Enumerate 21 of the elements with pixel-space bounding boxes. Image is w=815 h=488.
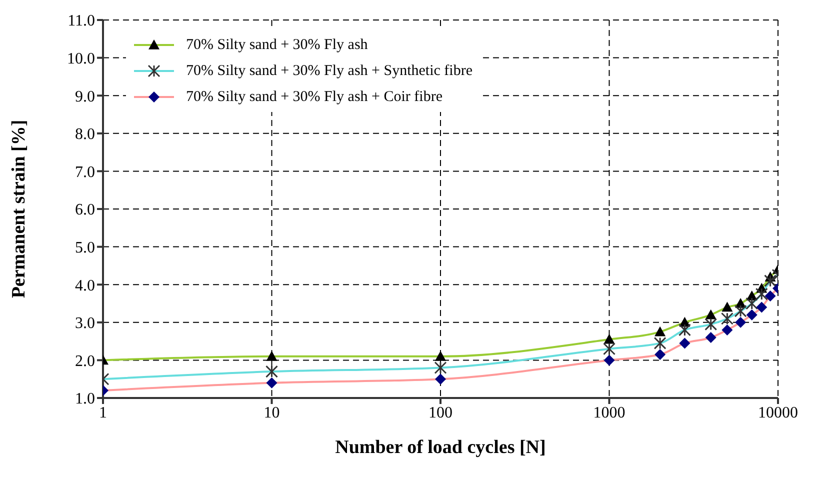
x-tick-label: 100 <box>428 404 452 422</box>
x-tick-label: 10000 <box>758 404 798 422</box>
y-tick-label: 4.0 <box>75 277 95 294</box>
y-tick-label: 11.0 <box>68 12 95 30</box>
x-tick-label: 1000 <box>593 404 626 422</box>
y-tick-label: 2.0 <box>75 352 95 370</box>
legend-label: 70% Silty sand + 30% Fly ash + Coir fibre <box>186 88 442 106</box>
y-tick-label: 9.0 <box>75 88 95 106</box>
y-tick-label: 8.0 <box>75 126 95 144</box>
y-tick-label: 6.0 <box>75 202 95 219</box>
x-tick-label: 1 <box>99 404 107 422</box>
y-tick-label: 5.0 <box>75 239 95 256</box>
y-tick-label: 7.0 <box>75 164 95 181</box>
y-tick-label: 1.0 <box>75 390 95 408</box>
legend-label: 70% Silty sand + 30% Fly ash <box>186 36 368 54</box>
legend-label: 70% Silty sand + 30% Fly ash + Synthetic fibre <box>186 62 472 80</box>
y-tick-label: 10.0 <box>67 50 95 68</box>
x-tick-label: 10 <box>264 404 280 422</box>
y-axis-title: Permanent strain [%] <box>8 120 30 298</box>
x-axis-title: Number of load cycles [N] <box>335 437 546 458</box>
y-tick-label: 3.0 <box>75 315 95 332</box>
